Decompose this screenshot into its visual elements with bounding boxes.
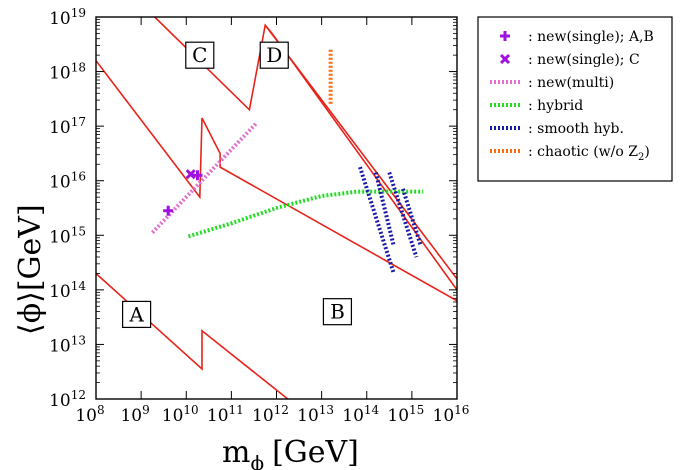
y-tick-label: 1019: [49, 6, 86, 29]
y-tick-labels: 1012 1013 1014 1015 1016 1017 1018 1019: [49, 6, 86, 411]
region-text: D: [266, 43, 282, 67]
legend-label: : new(single); C: [528, 52, 640, 68]
series-lines: [150, 49, 424, 275]
series-markers: [163, 169, 203, 216]
legend-label: : hybrid: [528, 98, 583, 114]
boundary-line-2: [96, 60, 457, 302]
x-tick-label: 1013: [297, 403, 334, 426]
region-box: [322, 298, 353, 326]
y-tick-label: 1012: [49, 388, 86, 411]
x-tick-label: 1014: [342, 403, 379, 426]
legend-label: : smooth hyb.: [528, 121, 624, 137]
x-axis-title: mϕ [GeV]: [222, 435, 359, 470]
boundary-line-4: [264, 24, 457, 280]
series-5-segment-1: [358, 166, 396, 275]
y-tick-label: 1014: [49, 279, 86, 302]
legend-item: : chaotic (w/o Z2): [490, 144, 650, 163]
y-tick-label: 1015: [49, 224, 86, 247]
x-tick-label: 108: [75, 403, 104, 426]
x-marker: [185, 169, 196, 180]
y-tick-label: 1016: [49, 170, 86, 193]
legend-label: : chaotic (w/o Z2): [528, 144, 650, 163]
legend-item: : new(multi): [490, 75, 614, 91]
x-tick-label: 109: [120, 403, 149, 426]
legend-label: : new(multi): [528, 75, 614, 91]
legend-item: : new(single); C: [499, 52, 640, 68]
region-label-C: C: [185, 41, 215, 69]
legend-item: : smooth hyb.: [490, 121, 624, 137]
region-text: A: [128, 302, 144, 326]
legend-frame: [477, 16, 673, 182]
x-tick-label: 1015: [387, 403, 424, 426]
series-5-segment-2: [373, 172, 396, 247]
legend-label: : new(single); A,B: [528, 29, 654, 45]
legend-item: : new(single); A,B: [500, 29, 654, 45]
boundary-lines: [96, 17, 457, 399]
legend: : new(single); A,B : new(single); C : new(…: [477, 16, 673, 182]
axis-ticks: [95, 16, 458, 400]
region-label-D: D: [259, 41, 289, 69]
series-4-segment-1: [187, 189, 424, 239]
legend-item: : hybrid: [490, 98, 583, 114]
region-text: B: [330, 300, 345, 324]
y-tick-label: 1017: [49, 115, 86, 138]
region-labels: A B C D: [122, 41, 353, 329]
y-axis-title: ⟨ϕ⟩[GeV]: [13, 204, 48, 335]
y-tick-label: 1013: [49, 333, 86, 356]
region-text: C: [192, 43, 207, 67]
plus-marker: [192, 170, 203, 181]
x-tick-labels: 108 109 1010 1011 1012 1013 1014 1015 1016: [75, 403, 469, 426]
region-label-B: B: [322, 298, 353, 326]
x-tick-label: 1011: [207, 403, 244, 426]
legend-swatch: [499, 53, 511, 65]
region-box: [259, 41, 289, 69]
y-tick-label: 1018: [49, 61, 86, 84]
region-label-A: A: [122, 300, 152, 329]
x-tick-label: 1016: [433, 403, 470, 426]
boundary-line-1: [96, 272, 289, 399]
region-box: [122, 300, 152, 329]
region-box: [185, 41, 215, 69]
plus-marker: [163, 205, 174, 216]
x-tick-label: 1010: [162, 403, 199, 426]
x-tick-label: 1012: [252, 403, 289, 426]
series-5-segment-3: [387, 171, 419, 258]
